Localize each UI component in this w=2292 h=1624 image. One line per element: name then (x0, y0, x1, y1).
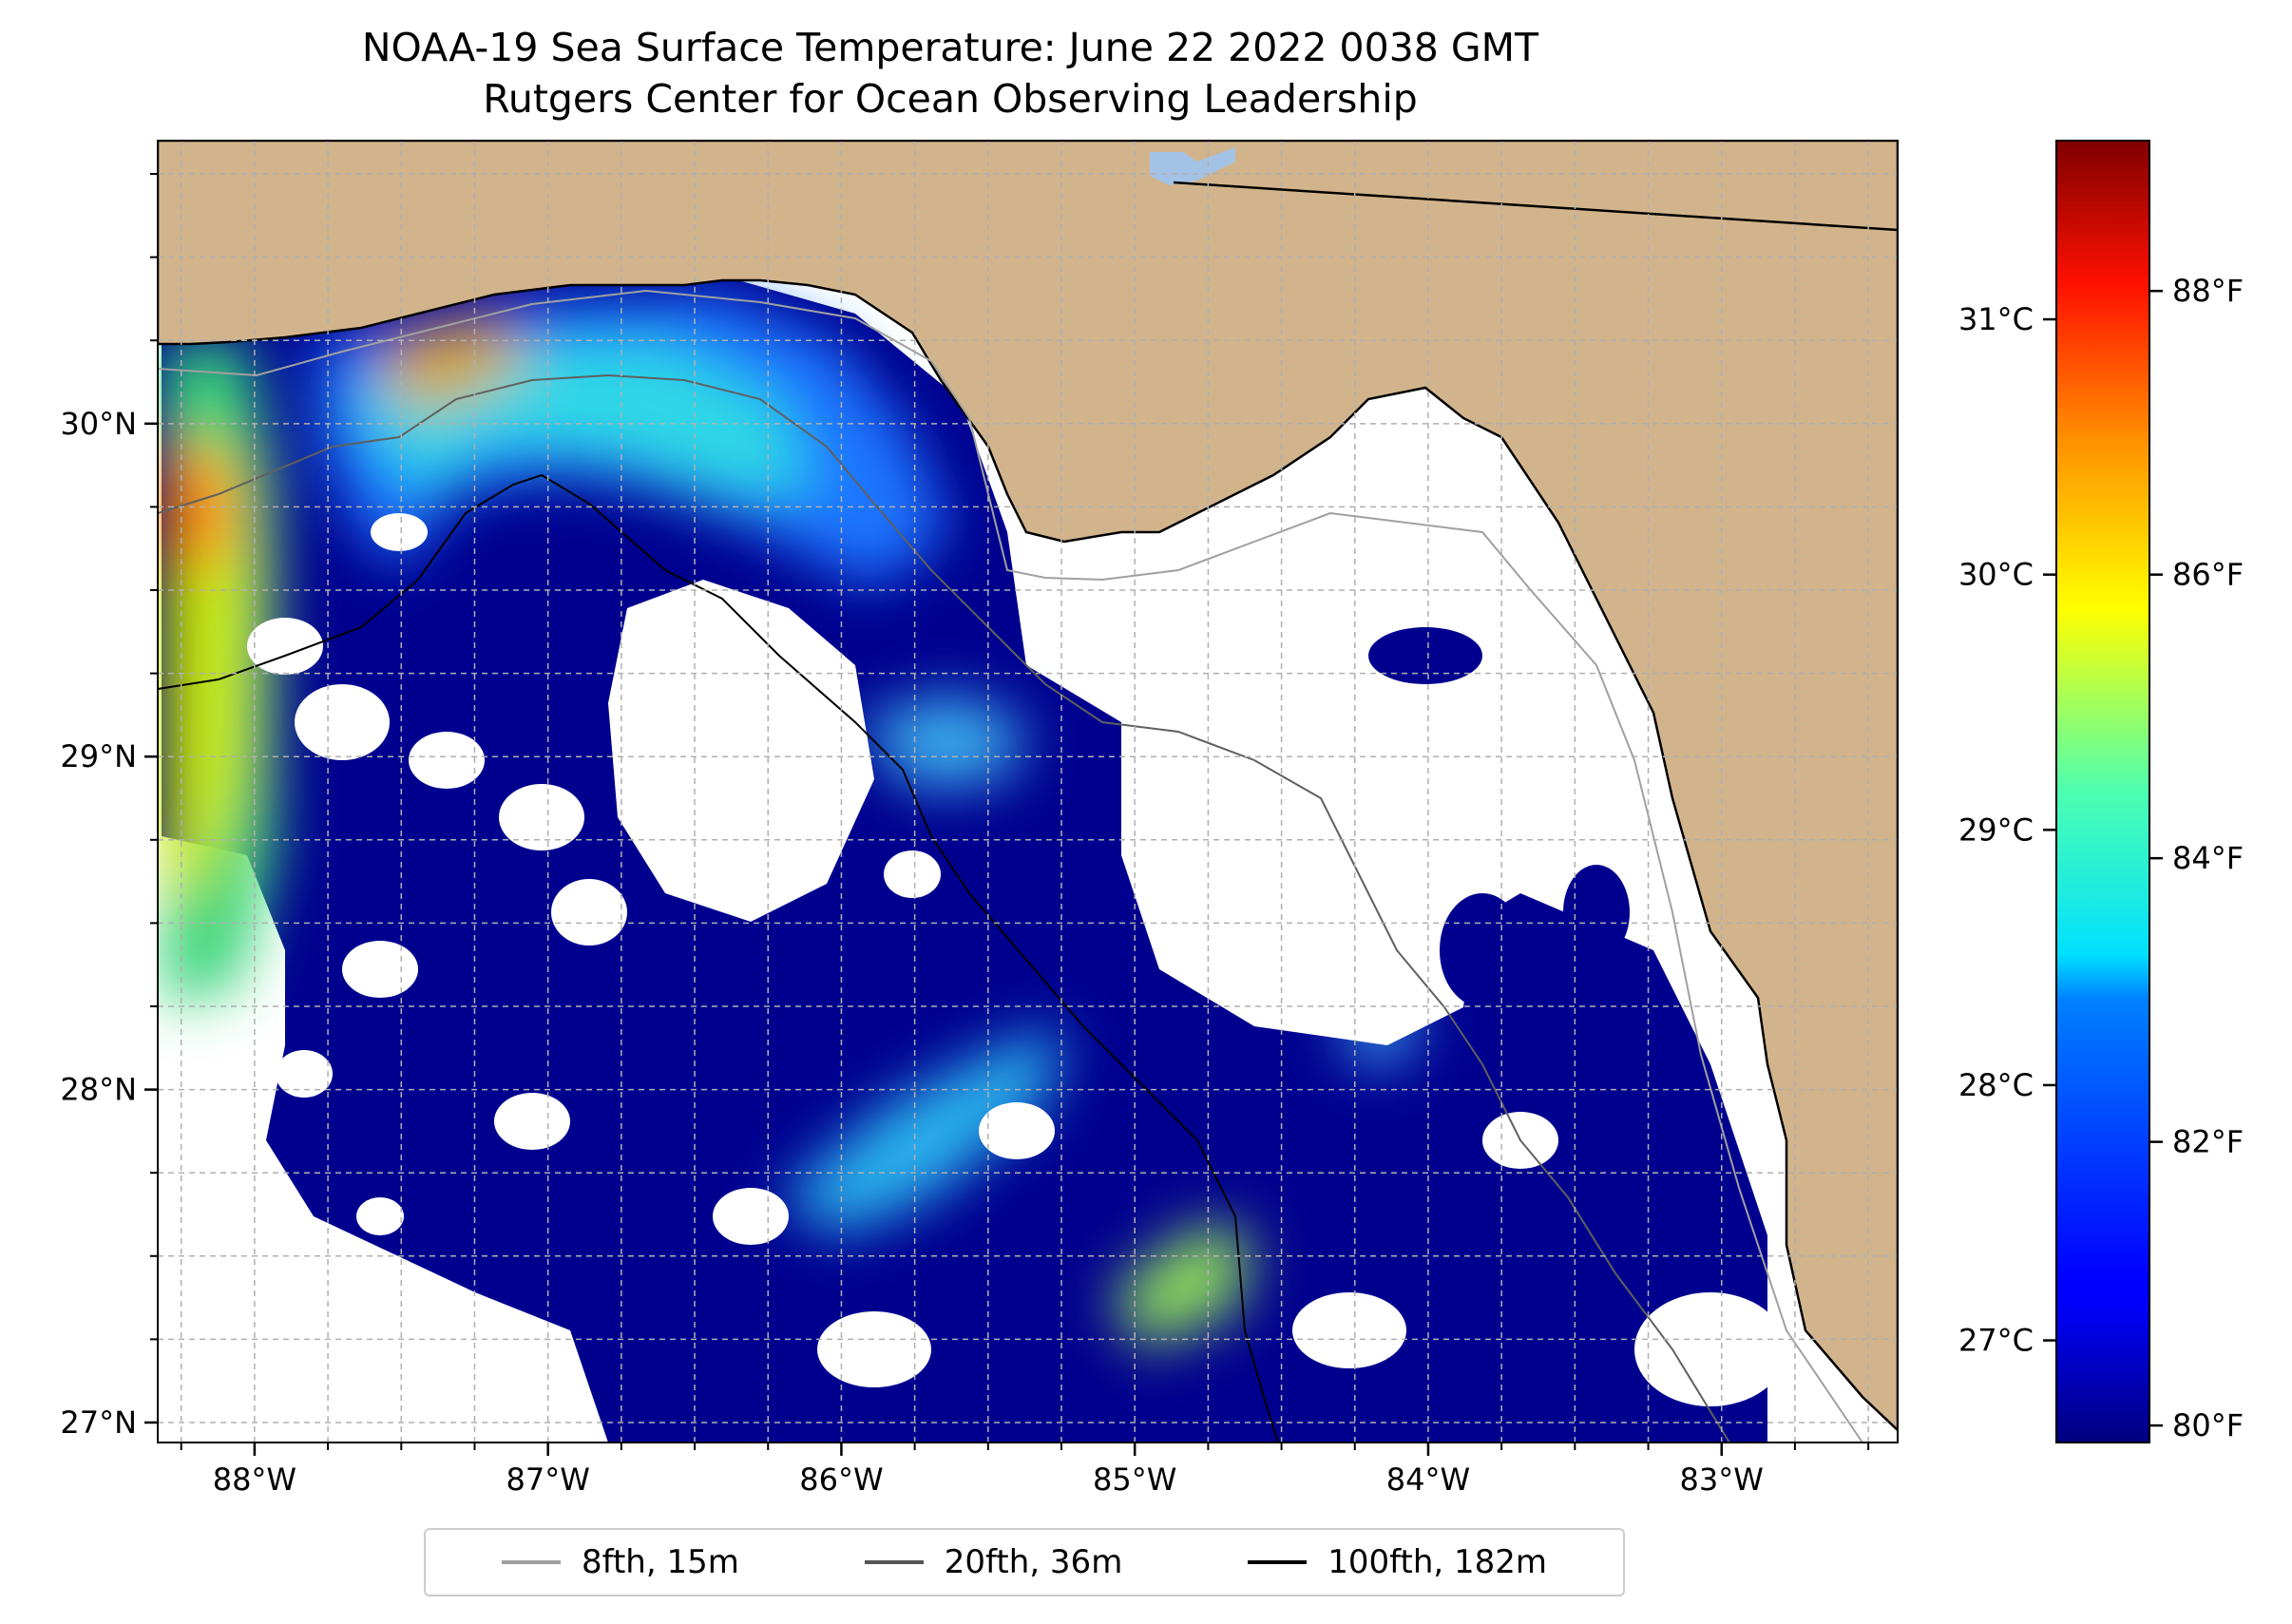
legend-label-15m: 8fth, 15m (581, 1543, 739, 1581)
longitude-tick-label: 87°W (506, 1462, 589, 1498)
latitude-tick-label: 27°N (60, 1404, 137, 1441)
colorbar (2055, 140, 2150, 1443)
longitude-tick-label: 83°W (1680, 1462, 1764, 1498)
fahrenheit-tick-label: 80°F (2172, 1407, 2244, 1443)
gridlines (158, 141, 1898, 1442)
fahrenheit-tick-label: 84°F (2172, 840, 2244, 876)
colorbar-celsius-axis: 27°C 28°C 29°C 30°C 31°C (1958, 301, 2056, 1359)
isobath-legend: 8fth, 15m 20fth, 36m 100fth, 182m (424, 1528, 1625, 1596)
latitude-tick-label: 29°N (60, 738, 137, 774)
longitude-tick-label: 88°W (213, 1462, 296, 1498)
legend-label-36m: 20fth, 36m (944, 1543, 1123, 1581)
fahrenheit-tick-label: 82°F (2172, 1124, 2244, 1160)
legend-swatch-182m (1248, 1560, 1308, 1564)
legend-item-182m: 100fth, 182m (1248, 1543, 1547, 1581)
longitude-tick-label: 84°W (1386, 1462, 1470, 1498)
legend-item-15m: 8fth, 15m (501, 1543, 739, 1581)
map-area (158, 141, 1898, 1442)
latitude-tick-label: 28°N (60, 1072, 137, 1108)
map-subtitle: Rutgers Center for Ocean Observing Leade… (483, 76, 1418, 122)
celsius-tick-label: 31°C (1958, 301, 2034, 337)
legend-label-182m: 100fth, 182m (1327, 1543, 1548, 1581)
latitude-tick-label: 30°N (60, 406, 137, 442)
longitude-axis: 88°W 87°W 86°W 85°W 84°W 83°W (180, 1442, 1870, 1498)
celsius-tick-label: 30°C (1958, 557, 2034, 593)
legend-item-36m: 20fth, 36m (864, 1543, 1123, 1581)
legend-swatch-15m (501, 1560, 561, 1564)
fahrenheit-tick-label: 88°F (2172, 273, 2244, 309)
longitude-tick-label: 86°W (799, 1462, 883, 1498)
legend-swatch-36m (864, 1560, 924, 1564)
land-mass (158, 141, 1898, 1432)
fahrenheit-tick-label: 86°F (2172, 557, 2244, 593)
inland-lake (1150, 147, 1235, 185)
isobath-182m-line (158, 473, 1279, 1442)
latitude-axis: 27°N 28°N 29°N 30°N (60, 173, 158, 1441)
state-border (1173, 181, 1898, 232)
longitude-tick-label: 85°W (1093, 1462, 1176, 1498)
map-title: NOAA-19 Sea Surface Temperature: June 22… (361, 25, 1539, 70)
celsius-tick-label: 28°C (1958, 1067, 2034, 1103)
isobath-36m-line (158, 373, 1730, 1442)
colorbar-fahrenheit-axis: 80°F 82°F 84°F 86°F 88°F (2149, 273, 2244, 1443)
celsius-tick-label: 29°C (1958, 812, 2034, 848)
map-frame (157, 140, 1899, 1443)
isobath-15m-line (158, 289, 1863, 1442)
celsius-tick-label: 27°C (1958, 1323, 2034, 1359)
